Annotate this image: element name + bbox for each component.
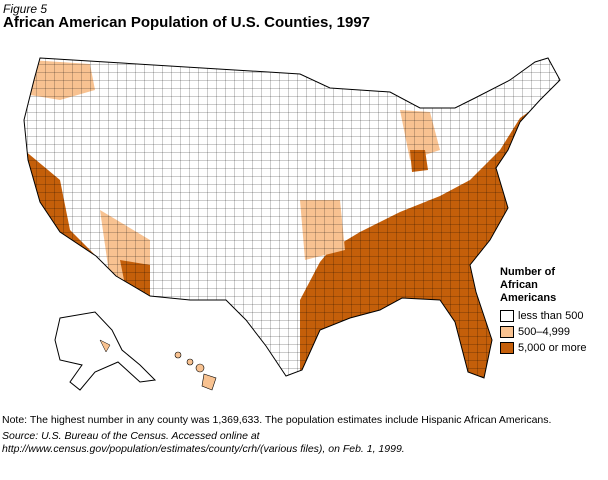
legend-title: Number of African Americans <box>500 266 557 304</box>
legend-item: 500–4,999 <box>500 324 608 340</box>
legend-label: 500–4,999 <box>518 326 570 338</box>
figure-label: Figure 5 <box>3 2 48 16</box>
hawaii <box>174 351 217 391</box>
legend: Number of African Americans less than 50… <box>500 266 608 356</box>
title: African American Population of U.S. Coun… <box>3 14 371 31</box>
source: Source: U.S. Bureau of the Census. Acces… <box>2 430 405 455</box>
legend-swatch <box>500 342 514 354</box>
legend-item: 5,000 or more <box>500 340 608 356</box>
conterminous-us <box>24 58 560 378</box>
alaska-county <box>99 339 111 353</box>
legend-swatch <box>500 310 514 322</box>
note: Note: The highest number in any county w… <box>2 414 552 426</box>
legend-label: 5,000 or more <box>518 342 587 354</box>
legend-items: less than 500 500–4,999 5,000 or more <box>500 308 608 356</box>
us-outline <box>23 57 561 379</box>
alaska <box>54 311 157 391</box>
legend-swatch <box>500 326 514 338</box>
legend-label: less than 500 <box>518 310 584 322</box>
legend-item: less than 500 <box>500 308 608 324</box>
